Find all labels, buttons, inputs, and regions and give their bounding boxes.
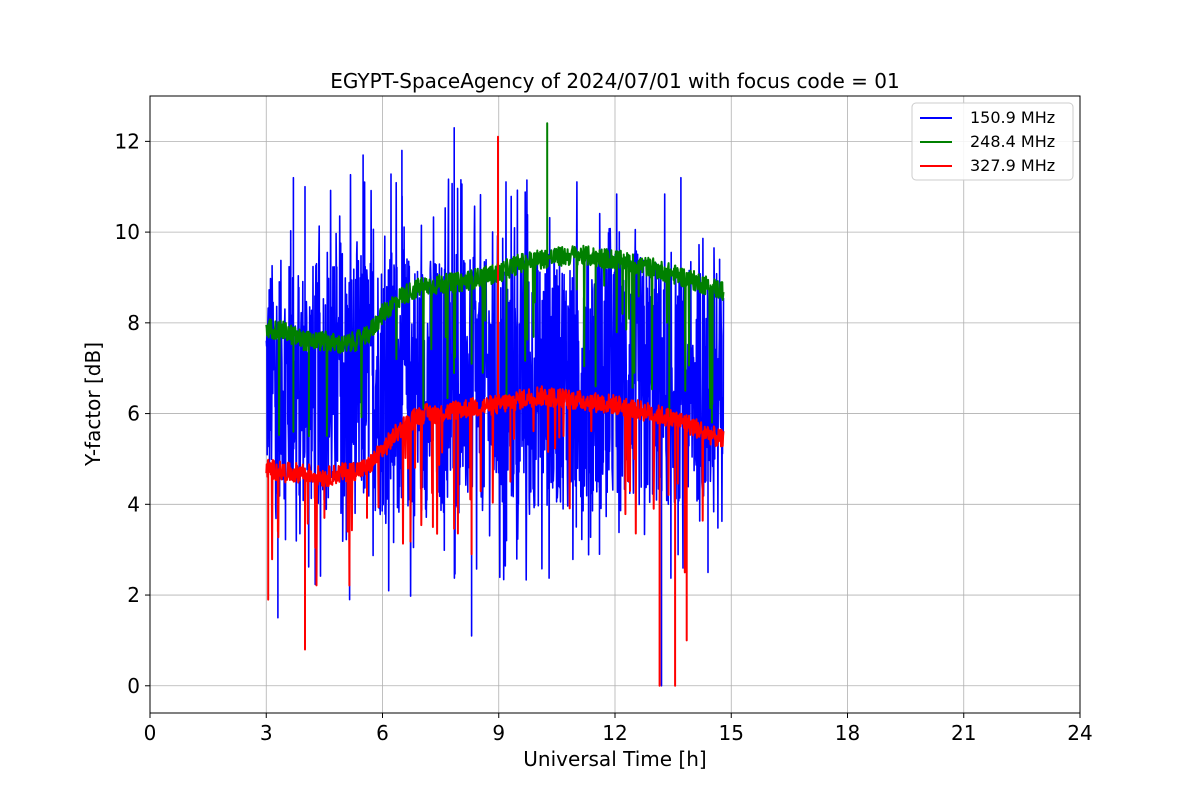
x-tick-label: 18 [835,721,860,745]
x-axis-label: Universal Time [h] [523,747,706,771]
y-axis-label: Y-factor [dB] [81,342,105,467]
series-line-1 [265,127,725,687]
series-line-3 [265,135,725,687]
chart-title: EGYPT-SpaceAgency of 2024/07/01 with foc… [330,69,899,93]
y-tick-label: 6 [127,402,140,426]
legend: 150.9 MHz 248.4 MHz 327.9 MHz [911,102,1074,181]
legend-label-3: 327.9 MHz [970,156,1055,175]
x-tick-label: 12 [602,721,627,745]
legend-label-2: 248.4 MHz [970,132,1055,151]
x-tick-label: 21 [951,721,976,745]
x-tick-label: 15 [719,721,744,745]
series-line-2 [265,122,725,438]
y-tick-label: 2 [127,583,140,607]
x-tick-label: 3 [260,721,273,745]
y-tick-label: 10 [115,220,140,244]
x-tick-label: 9 [492,721,505,745]
legend-box [911,102,1074,181]
y-tick-label: 0 [127,674,140,698]
x-tick-label: 24 [1067,721,1092,745]
y-tick-label: 4 [127,492,140,516]
plot-series [265,122,725,687]
x-tick-label: 0 [144,721,157,745]
y-tick-label: 8 [127,311,140,335]
legend-label-1: 150.9 MHz [970,108,1055,127]
y-tick-label: 12 [115,129,140,153]
x-tick-label: 6 [376,721,389,745]
